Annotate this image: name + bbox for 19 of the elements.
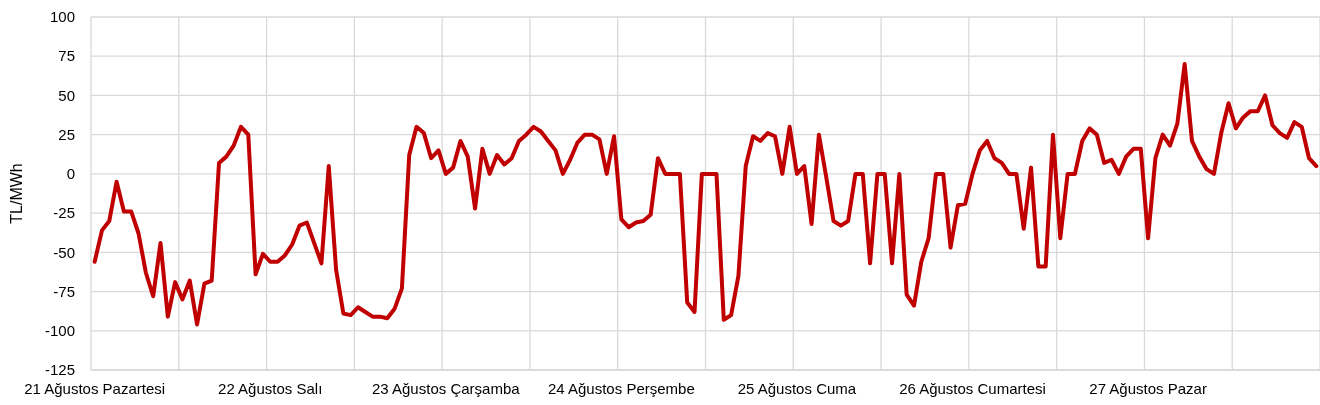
y-tick-label: 50	[58, 86, 75, 104]
x-tick-label: 21 Ağustos Pazartesi	[24, 380, 166, 397]
y-tick-label: -75	[53, 282, 75, 300]
x-tick-label: 22 Ağustos Salı	[218, 380, 323, 397]
y-tick-label: 75	[58, 47, 75, 65]
x-tick-label: 26 Ağustos Cumartesi	[899, 380, 1046, 397]
y-tick-label: -50	[53, 243, 75, 261]
y-tick-label: -100	[44, 322, 75, 340]
line-series	[92, 62, 1319, 327]
x-tick-label: 27 Ağustos Pazar	[1089, 380, 1207, 397]
y-tick-label: -125	[44, 361, 75, 379]
y-tick-label: 25	[58, 125, 75, 143]
y-tick-label: 100	[49, 8, 75, 26]
y-axis-title: TL/MWh	[8, 163, 25, 224]
x-tick-label: 25 Ağustos Cuma	[737, 380, 857, 397]
x-tick-label: 24 Ağustos Perşembe	[547, 380, 695, 397]
x-tick-label: 23 Ağustos Çarşamba	[372, 380, 521, 397]
y-tick-label: 0	[66, 165, 75, 183]
y-tick-label: -25	[53, 204, 75, 222]
